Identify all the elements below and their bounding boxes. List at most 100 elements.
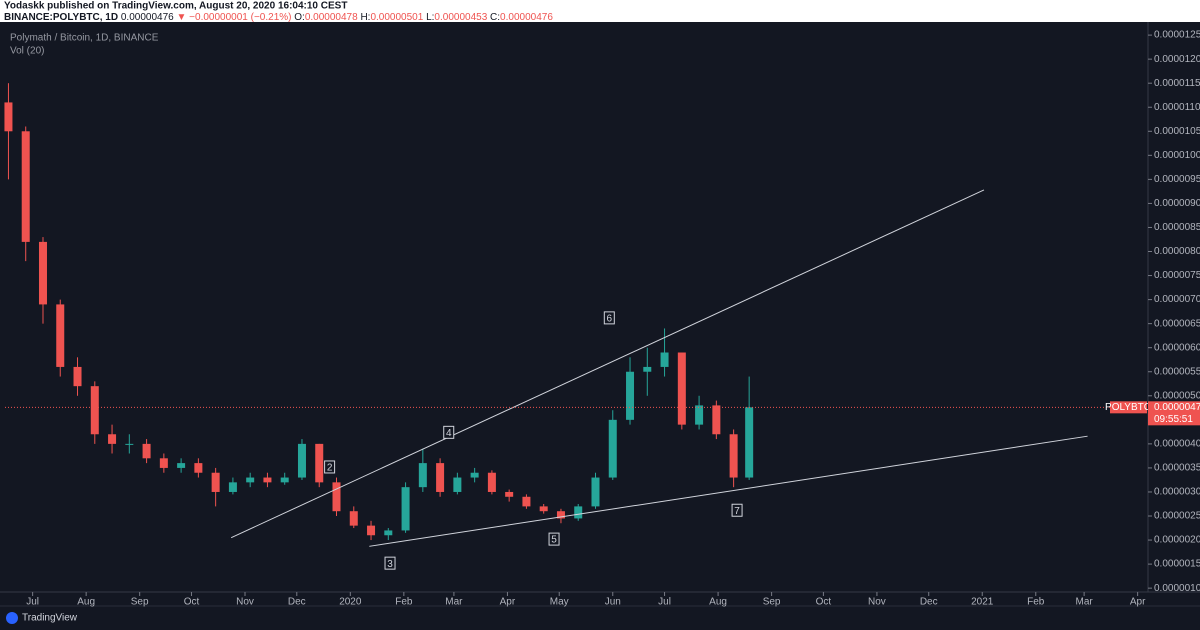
candle-body [574,506,583,519]
symbol: BINANCE:POLYBTC, 1D [4,12,118,23]
c-label: C: [490,12,500,23]
x-tick-label: Oct [184,597,200,608]
candle-body [159,458,168,468]
symbol-tag-bg [1110,401,1147,414]
candle-body [194,463,203,473]
ohlc-line: BINANCE:POLYBTC, 1D 0.00000476 ▼ −0.0000… [4,12,553,23]
annotation-box [548,532,560,546]
x-tick-label: Jul [26,597,39,608]
candle-body [125,443,134,445]
candle-body [246,477,255,483]
candle-body [556,511,565,519]
annotation-box [603,311,615,325]
trend-line [230,189,985,539]
annotation-box [384,556,396,570]
candle-body [56,304,65,367]
x-tick-label: Feb [1027,597,1045,608]
candle-body [108,434,117,444]
countdown: 09:55:51 [1154,414,1193,425]
x-tick-label: Oct [816,597,832,608]
annotation-box [443,425,455,439]
candle-body [712,405,721,435]
x-tick-label: Dec [920,597,938,608]
candle-body [263,477,272,483]
candle-body [505,491,514,497]
brand: TradingView [22,613,78,624]
candle-body [539,506,548,512]
x-tick-label: 2020 [339,597,362,608]
o-label: O: [294,12,305,23]
x-tick-label: Apr [500,597,516,608]
y-tick-label: 0.00000100 [1154,583,1200,594]
x-tick-label: Sep [763,597,781,608]
x-tick-label: Aug [77,597,95,608]
annotation: 7 [734,506,740,517]
annotation: 4 [446,428,452,439]
change: ▼ −0.00000001 (−0.21%) [177,12,292,23]
annotation-box [731,503,743,517]
candle-body [315,443,324,483]
candle-body [38,241,47,305]
x-tick-label: Nov [868,597,886,608]
candle-body [73,366,82,387]
chart-subtitle: Vol (20) [10,46,44,57]
candle-body [677,352,686,425]
candle-body [643,366,652,372]
candle-body [297,443,306,478]
h-label: H: [360,12,370,23]
candle-body [228,482,237,492]
l-label: L: [426,12,434,23]
last: 0.00000476 [121,12,174,23]
candle-body [142,443,151,459]
candle-body [90,386,99,435]
annotation-box [324,460,336,474]
annotation: 3 [387,559,393,570]
annotation: 5 [551,535,557,546]
header-bg [0,0,1200,22]
candle-body [384,530,393,536]
last-price-label: 0.00000476 [1154,402,1200,413]
candle-body [436,463,445,492]
x-tick-label: Aug [709,597,727,608]
candle-body [349,511,358,526]
candle-body [401,487,410,531]
x-tick-label: Sep [131,597,149,608]
candle-body [608,419,617,478]
last-price-bg [1148,401,1200,426]
candle-body [522,496,531,507]
x-tick-label: Jul [658,597,671,608]
x-tick-label: Nov [236,597,254,608]
x-tick-label: May [550,597,569,608]
candle-body [4,102,13,132]
candle-body [626,371,635,420]
x-tick-label: Jun [605,597,621,608]
candle-body [177,463,186,468]
o: 0.00000478 [305,12,358,23]
candle-body [695,405,704,425]
brand-logo [6,612,18,624]
candle-body [591,477,600,507]
candle-body [729,434,738,478]
x-tick-label: Apr [1130,597,1146,608]
symbol-tag: POLYBTC [1105,402,1151,413]
